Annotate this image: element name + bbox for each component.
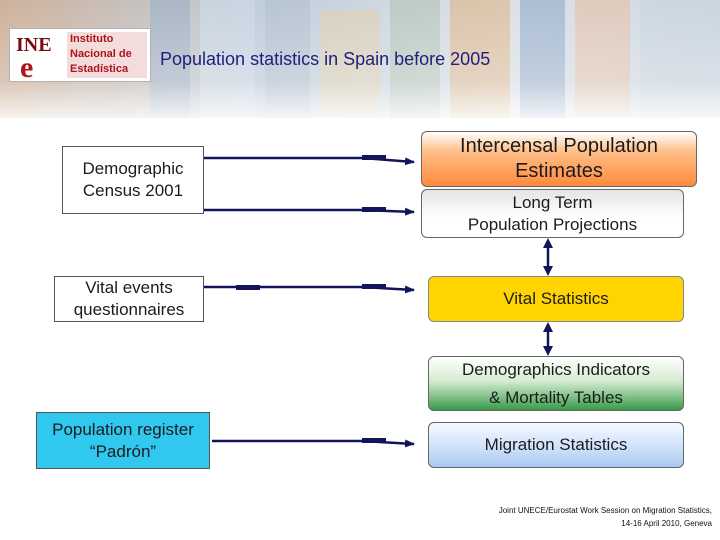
projections-line-1: Long Term <box>512 192 593 212</box>
intercensal-line-1: Intercensal Population <box>460 135 658 157</box>
intercensal-estimates-box: Intercensal Population Estimates <box>421 131 697 187</box>
indicators-line-1: Demographics Indicators <box>461 359 651 379</box>
projections-line-2: Population Projections <box>467 214 638 234</box>
logo-line-2: Nacional de <box>70 48 132 60</box>
logo-line-3: Estadística <box>70 63 129 75</box>
svg-text:e: e <box>20 51 33 79</box>
vital-statistics-label: Vital Statistics <box>503 289 609 308</box>
migration-statistics-label: Migration Statistics <box>484 435 628 454</box>
logo-line-1: Instituto <box>70 33 114 45</box>
ine-logo-text: Instituto Nacional de Estadística <box>67 32 147 78</box>
vital-statistics-box: Vital Statistics <box>428 276 684 322</box>
migration-statistics-box: Migration Statistics <box>428 422 684 468</box>
footer-line-1: Joint UNECE/Eurostat Work Session on Mig… <box>498 506 712 515</box>
intercensal-line-2: Estimates <box>515 160 603 182</box>
census-line-1: Demographic <box>82 159 184 178</box>
header-banner: INE e Instituto Nacional de Estadística … <box>0 0 720 118</box>
census-box: Demographic Census 2001 <box>62 146 204 214</box>
indicators-line-2: & Mortality Tables <box>489 387 623 407</box>
vital-events-line-2: questionnaires <box>73 300 185 319</box>
demographic-indicators-box: Demographics Indicators & Mortality Tabl… <box>428 356 684 411</box>
footer-note: Joint UNECE/Eurostat Work Session on Mig… <box>499 504 712 530</box>
vital-events-line-1: Vital events <box>85 278 173 297</box>
population-register-box: Population register “Padrón” <box>36 412 210 469</box>
footer-line-2: 14-16 April 2010, Geneva <box>621 519 712 528</box>
vital-events-box: Vital events questionnaires <box>54 276 204 322</box>
ine-logo: INE e Instituto Nacional de Estadística <box>9 28 151 82</box>
population-projections-box: Long Term Population Projections <box>421 189 684 238</box>
register-line-1: Population register <box>52 419 194 439</box>
svg-text:INE: INE <box>16 34 52 56</box>
census-line-2: Census 2001 <box>82 181 184 200</box>
page-title: Population statistics in Spain before 20… <box>160 49 491 69</box>
ine-logo-mark: INE e <box>16 34 52 79</box>
register-line-2: “Padrón” <box>89 441 157 461</box>
